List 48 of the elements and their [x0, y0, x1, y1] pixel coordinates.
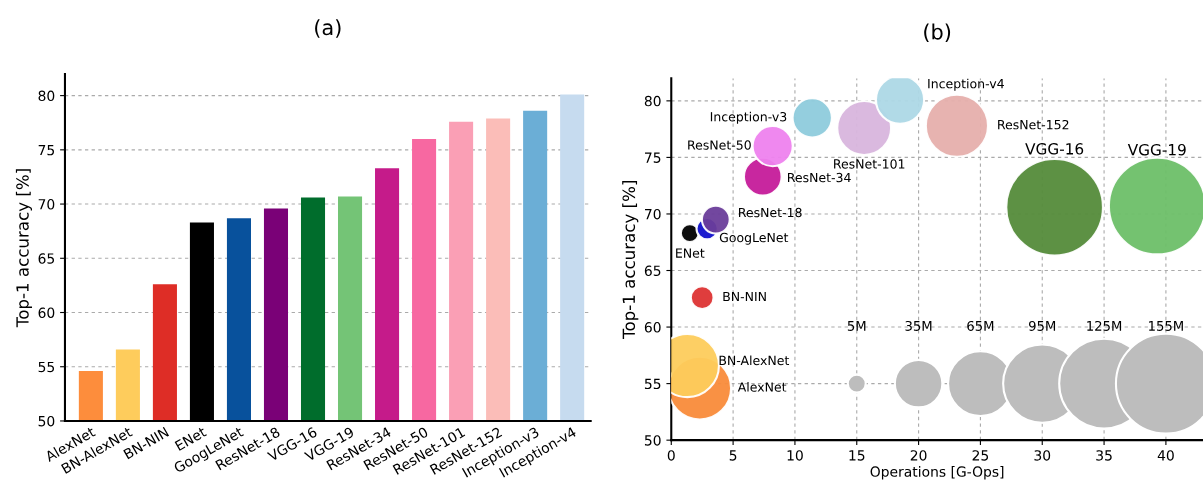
y-tick-label: 70 — [645, 208, 661, 220]
legend-label: 125M — [1087, 320, 1122, 331]
y-tick-label: 75 — [38, 144, 55, 156]
legend-label: 65M — [967, 320, 994, 331]
series-label: Inception-v3 — [710, 111, 787, 124]
y-tick-label: 50 — [644, 435, 661, 446]
y-tick-label: 70 — [38, 199, 55, 210]
x-tick-label: 25 — [972, 450, 989, 461]
x-tick-label: 10 — [787, 450, 803, 461]
chart-title: (a) — [315, 19, 341, 38]
x-tick-label: 0 — [667, 450, 675, 461]
y-axis-title: Top-1 accuracy [%] — [15, 169, 33, 328]
series-label: ResNet-101 — [834, 159, 905, 169]
x-axis-title: Operations [G-Ops] — [870, 466, 1004, 480]
y-tick-label: 60 — [38, 307, 55, 318]
series-label: BN-NIN — [723, 291, 766, 302]
x-tick-label: 40 — [1157, 450, 1174, 461]
chart-title: (b) — [924, 23, 951, 43]
series-label: VGG-16 — [1025, 143, 1084, 155]
series-label: ResNet-50 — [688, 140, 751, 150]
series-label: AlexNet — [737, 382, 787, 392]
x-tick-label: 5 — [729, 450, 737, 461]
y-tick-label: 55 — [38, 361, 55, 373]
y-tick-label: 65 — [644, 265, 661, 276]
y-tick-label: 55 — [644, 378, 661, 390]
series-label: Inception-v4 — [928, 78, 1004, 91]
legend-label: 155M — [1149, 321, 1183, 331]
series-label: ResNet-18 — [739, 207, 802, 218]
x-tick-label: 15 — [849, 450, 865, 461]
series-label: ResNet-152 — [998, 119, 1069, 130]
y-tick-label: 80 — [644, 95, 661, 107]
y-tick-label: 50 — [38, 415, 55, 427]
y-tick-label: 65 — [38, 253, 55, 264]
y-tick-label: 80 — [38, 90, 55, 102]
y-axis-title: Top-1 accuracy [%] — [622, 180, 639, 339]
legend-label: 95M — [1028, 320, 1056, 331]
x-tick-label: 20 — [910, 450, 927, 461]
y-tick-label: 60 — [644, 322, 661, 333]
x-tick-label: 35 — [1096, 450, 1112, 461]
y-tick-label: 75 — [645, 152, 661, 163]
legend-label: 35M — [905, 320, 932, 331]
x-tick-label: 30 — [1034, 450, 1051, 461]
series-label: ResNet-34 — [788, 172, 851, 183]
series-label: ENet — [676, 248, 705, 258]
series-label: GoogLeNet — [719, 232, 789, 245]
legend-label: 5M — [847, 321, 866, 331]
series-label: BN-AlexNet — [719, 355, 790, 366]
series-label: VGG-19 — [1127, 143, 1186, 156]
